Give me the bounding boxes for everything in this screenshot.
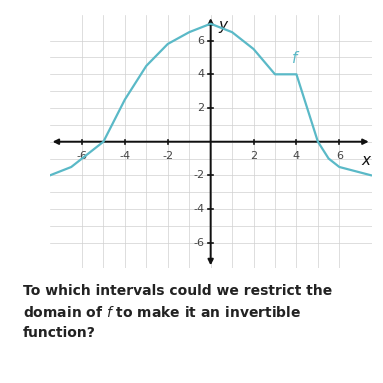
Text: -6: -6 [77,151,87,161]
Text: 2: 2 [250,151,257,161]
Text: -6: -6 [193,238,204,248]
Text: To which intervals could we restrict the
domain of $f$ to make it an invertible
: To which intervals could we restrict the… [23,284,332,340]
Text: y: y [218,18,227,33]
Text: x: x [362,153,370,168]
Text: 4: 4 [293,151,300,161]
Text: 6: 6 [336,151,343,161]
Text: 6: 6 [197,36,204,46]
Text: f: f [292,51,298,65]
Text: -2: -2 [162,151,173,161]
Text: -4: -4 [119,151,131,161]
Text: -2: -2 [193,170,204,180]
Text: 4: 4 [197,69,204,79]
Text: 2: 2 [197,103,204,113]
Text: -4: -4 [193,204,204,214]
